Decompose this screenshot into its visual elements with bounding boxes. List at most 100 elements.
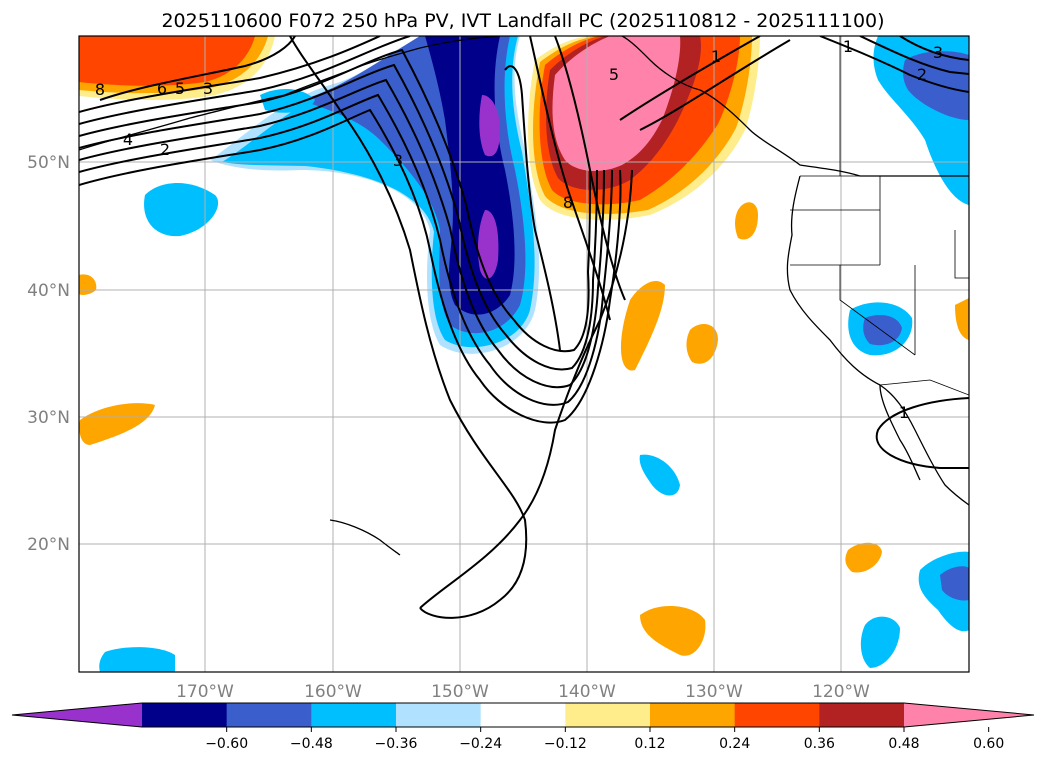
colorbar-label: −0.24 bbox=[459, 736, 502, 752]
border-ut bbox=[954, 230, 969, 279]
contour-label: 6 bbox=[157, 79, 167, 98]
colorbar-swatch bbox=[226, 703, 312, 727]
colorbar-swatch bbox=[311, 703, 397, 727]
pv-contour-15 bbox=[639, 39, 791, 131]
colorbar-swatch bbox=[734, 703, 820, 727]
colorbar-swatch bbox=[819, 703, 905, 727]
shade-neg-patch-4 bbox=[863, 315, 902, 346]
lat-labels: 50°N 40°N 30°N 20°N bbox=[27, 153, 70, 555]
pv-contour-8 bbox=[79, 36, 411, 125]
shaded-field bbox=[79, 36, 969, 672]
shade-neg-patch-7 bbox=[639, 454, 680, 496]
map-frame bbox=[78, 35, 970, 673]
colorbar-swatch bbox=[396, 703, 482, 727]
colorbar-label: 0.36 bbox=[804, 736, 835, 752]
contour-label: 1 bbox=[843, 37, 853, 56]
colorbar-outline bbox=[11, 702, 1035, 728]
pv-contour-12 bbox=[529, 36, 611, 321]
shade-neg-patch-10 bbox=[860, 616, 900, 668]
colorbar-extend-high bbox=[904, 703, 1034, 727]
shade-neg-purple-a bbox=[479, 95, 500, 157]
shade-pos-patch-8 bbox=[955, 298, 969, 340]
contour-label: 1 bbox=[711, 47, 721, 66]
shade-neg-patch-2 bbox=[260, 88, 315, 113]
contour-label: 1 bbox=[899, 403, 909, 422]
pv-contour-5 bbox=[79, 78, 605, 389]
pv-contours bbox=[79, 36, 969, 619]
shade-pos-patch-3 bbox=[735, 202, 758, 240]
contour-label: 3 bbox=[203, 79, 213, 98]
pv-contour-4 bbox=[79, 93, 613, 406]
contour-label: 4 bbox=[123, 130, 133, 149]
border-ca-nv bbox=[839, 265, 916, 356]
coastline-alaska bbox=[284, 36, 501, 96]
pv-contour-14 bbox=[619, 36, 761, 121]
colorbar-swatch bbox=[650, 703, 736, 727]
contour-label: 5 bbox=[175, 79, 185, 98]
pv-contour-7 bbox=[79, 48, 591, 353]
pv-contour-6 bbox=[79, 63, 598, 371]
shade-pos-pink bbox=[552, 36, 681, 172]
border-mx bbox=[879, 379, 969, 396]
state-borders bbox=[790, 36, 969, 396]
colorbar-label: 0.48 bbox=[888, 736, 919, 752]
lat-label: 50°N bbox=[27, 153, 70, 173]
pv-contour-16 bbox=[819, 36, 969, 93]
coastline-north-america bbox=[621, 36, 969, 177]
lon-label: 140°W bbox=[558, 682, 616, 702]
colorbar-label: −0.36 bbox=[375, 736, 418, 752]
pv-contour-13 bbox=[554, 36, 626, 301]
contour-label: 8 bbox=[563, 193, 573, 212]
colorbar-label: −0.60 bbox=[205, 736, 248, 752]
pv-contour-17 bbox=[859, 36, 969, 75]
shade-pos-patch-4 bbox=[79, 403, 155, 445]
shade-neg-purple-b bbox=[477, 210, 499, 279]
contour-labels: 8 6 5 3 4 2 3 8 5 1 2 3 1 1 bbox=[95, 37, 943, 422]
shade-pos-patch-2 bbox=[686, 324, 718, 364]
coastline-baja bbox=[879, 384, 921, 481]
contour-label: 5 bbox=[609, 65, 619, 84]
coastlines bbox=[79, 36, 969, 556]
coastline-west-coast bbox=[786, 175, 969, 506]
lon-label: 120°W bbox=[812, 682, 870, 702]
pv-contour-19 bbox=[875, 397, 969, 469]
coastline-hawaii bbox=[329, 519, 401, 556]
shade-pos-patch-6 bbox=[640, 605, 706, 656]
map-title: 2025110600 F072 250 hPa PV, IVT Landfall… bbox=[161, 10, 884, 32]
contour-label: 3 bbox=[393, 151, 403, 170]
contour-label: 2 bbox=[917, 65, 927, 84]
colorbar-label: 0.12 bbox=[634, 736, 665, 752]
lat-label: 20°N bbox=[27, 535, 70, 555]
shade-pos-patch-1 bbox=[620, 280, 665, 371]
colorbar: −0.60 −0.48 −0.36 −0.24 −0.12 0.12 0.24 0.36 0.4… bbox=[11, 702, 1035, 752]
map-panel: 8 6 5 3 4 2 3 8 5 1 2 3 1 1 bbox=[78, 35, 970, 673]
pv-contour-10 bbox=[99, 36, 296, 101]
pv-contour-3 bbox=[79, 108, 622, 424]
colorbar-label: −0.48 bbox=[290, 736, 333, 752]
pv-contour-18 bbox=[899, 36, 969, 61]
contour-label: 2 bbox=[160, 140, 170, 159]
colorbar-label: 0.60 bbox=[973, 736, 1004, 752]
pv-contour-9 bbox=[79, 36, 381, 113]
colorbar-swatch bbox=[142, 703, 228, 727]
colorbar-extend-low bbox=[12, 703, 142, 727]
colorbar-swatch bbox=[565, 703, 651, 727]
lat-label: 30°N bbox=[27, 408, 70, 428]
lon-label: 170°W bbox=[176, 682, 234, 702]
lat-label: 40°N bbox=[27, 281, 70, 301]
shade-neg-patch-6 bbox=[903, 51, 969, 120]
lon-labels: 170°W 160°W 150°W 140°W 130°W 120°W bbox=[176, 682, 870, 702]
colorbar-swatch bbox=[480, 703, 566, 727]
lon-label: 130°W bbox=[685, 682, 743, 702]
shade-neg-patch-11 bbox=[99, 647, 175, 672]
lon-label: 150°W bbox=[431, 682, 489, 702]
coastline-aleutians bbox=[79, 94, 286, 151]
pv-contour-11 bbox=[504, 65, 561, 351]
pv-contour-2 bbox=[289, 36, 528, 619]
colorbar-label: 0.24 bbox=[719, 736, 750, 752]
shade-pos-patch-7 bbox=[845, 542, 882, 573]
pv-contour-1 bbox=[419, 169, 633, 609]
colorbar-label: −0.12 bbox=[544, 736, 587, 752]
contour-label: 8 bbox=[95, 80, 105, 99]
